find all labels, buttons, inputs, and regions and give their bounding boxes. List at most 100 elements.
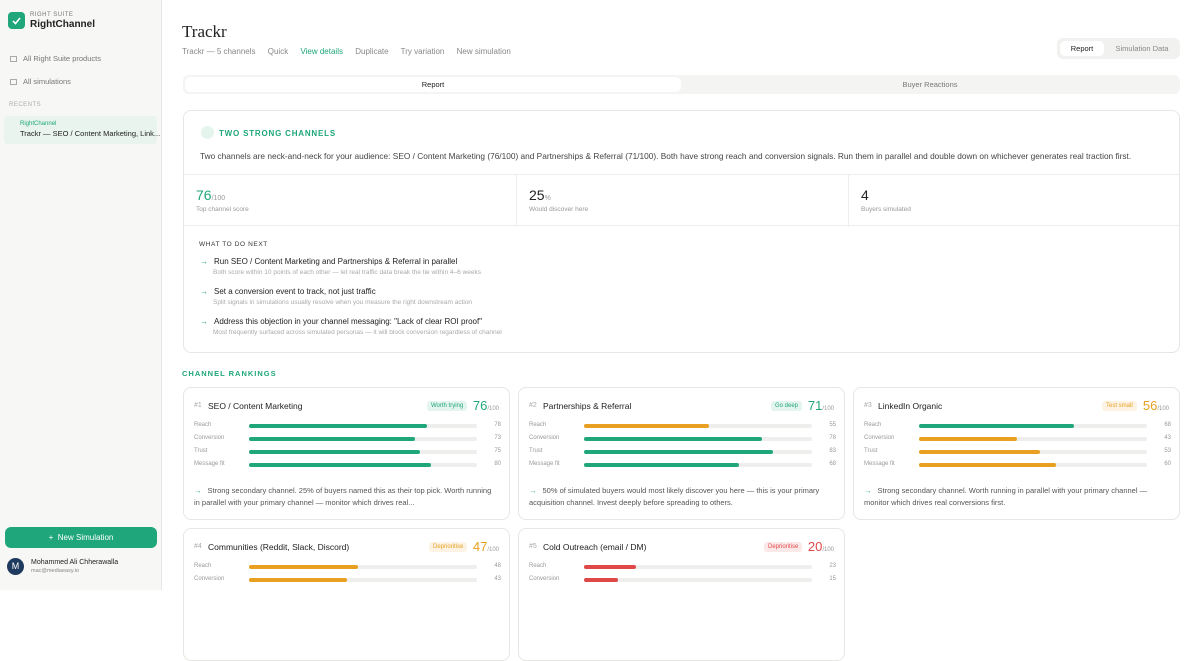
nav-label: All simulations [23,77,71,86]
tab[interactable]: Simulation Data [1115,44,1169,53]
rank: #4 [194,543,202,550]
stat-suffix: % [544,195,551,202]
channel-name: Communities (Reddit, Slack, Discord) [208,542,350,552]
recents-label: RECENTS [9,102,42,108]
score: 76/100 [473,398,499,413]
sidebar: RIGHT SUITE RightChannel All Right Suite… [0,0,162,590]
metric-track [249,565,477,569]
metric-label: Conversion [529,435,560,441]
next-item: → Run SEO / Content Marketing and Partner… [200,257,481,276]
meta: Trackr — 5 channels Quick View details D… [182,47,521,56]
spark-icon [201,126,214,139]
metric-bar [584,450,774,454]
user-name: Mohammed Ali Chherawalla [31,559,119,566]
metric-row: Reach 23 [529,562,836,572]
action[interactable]: Try variation [400,47,445,56]
metric-row: Message fit 80 [194,460,501,470]
metric-label: Reach [194,422,212,428]
segment[interactable]: Report [185,77,681,92]
recent-item[interactable]: RightChannel Trackr — SEO / Content Mark… [4,116,161,144]
check-icon [12,17,21,25]
note-text: Strong secondary channel. 25% of buyers … [194,486,492,507]
metric-track [584,437,812,441]
note-text: 50% of simulated buyers would most likel… [529,486,820,507]
channel-name: SEO / Content Marketing [208,401,303,411]
metric-value: 78 [829,435,836,441]
stat-label: Buyers simulated [861,206,911,213]
score: 71/100 [808,398,834,413]
metric-row: Conversion 73 [194,434,501,444]
score-suffix: /100 [487,406,499,412]
metric-label: Reach [529,563,547,569]
stat: 25% Would discover here [516,175,848,227]
metric-value: 75 [494,448,501,454]
next-title: → Address this objection in your channel … [200,317,502,326]
metric-value: 60 [1164,461,1171,467]
score-value: 76 [472,398,488,413]
metric-value: 78 [494,422,501,428]
metric-bar [249,565,359,569]
stat-number: 76 [196,187,212,203]
metric-bar [249,424,427,428]
rank: #2 [529,402,537,409]
badge: Deprioritise [429,542,468,552]
score-suffix: /100 [822,547,834,553]
score-suffix: /100 [822,406,834,412]
channel-card: #2 Partnerships & Referral 71/100 Go deep Re… [518,387,845,520]
metric-track [249,463,477,467]
metric-row: Reach 68 [864,421,1171,431]
mode: Quick [267,47,289,56]
recent-title: Trackr — SEO / Content Marketing, Link..… [20,129,161,138]
new-simulation-button[interactable]: + New Simulation [5,527,157,548]
metric-bar [584,424,710,428]
stat: 4 Buyers simulated [848,175,1180,227]
tab[interactable]: Report [1060,41,1104,56]
score-suffix: /100 [487,547,499,553]
metric-value: 53 [1164,448,1171,454]
stats: 76/100 Top channel score 25% Would discover… [184,174,1180,227]
metric-track [584,424,812,428]
metric-label: Conversion [864,435,895,441]
logo [8,12,25,29]
metric-row: Conversion 78 [529,434,836,444]
channel-name: Cold Outreach (email / DM) [543,542,647,552]
badge: Go deep [771,401,803,411]
action[interactable]: View details [300,47,343,56]
next-detail: Both score within 10 points of each othe… [213,269,481,276]
metric-value: 68 [1164,422,1171,428]
metric-value: 23 [829,563,836,569]
note-text: Strong secondary channel. Worth running … [864,486,1148,507]
view-tabs: Report Simulation Data [1057,38,1180,59]
arrow-icon: → [200,317,208,326]
segment[interactable]: Buyer Reactions [902,80,958,89]
score-value: 20 [807,539,823,554]
action[interactable]: New simulation [456,47,511,56]
score-value: 56 [1142,398,1158,413]
channel-note: → Strong secondary channel. 25% of buyers… [194,485,499,509]
score-value: 47 [472,539,488,554]
metric-row: Conversion 43 [864,434,1171,444]
metric-bar [584,463,740,467]
channel-card: #5 Cold Outreach (email / DM) 20/100 Deprio… [518,528,845,661]
summary-card: TWO STRONG CHANNELS Two channels are nec… [183,110,1180,353]
metric-row: Reach 78 [194,421,501,431]
arrow-icon: → [864,486,872,495]
action[interactable]: Duplicate [355,47,389,56]
score: 20/100 [808,539,834,554]
score: 47/100 [473,539,499,554]
metric-track [919,450,1147,454]
rank: #5 [529,543,537,550]
nav-item[interactable]: All simulations [10,77,71,86]
metric-label: Reach [864,422,882,428]
arrow-icon: → [200,257,208,266]
metric-bar [919,450,1040,454]
metric-bar [584,565,637,569]
stat-number: 25 [529,187,545,203]
page-title: Trackr [182,22,227,41]
metric-value: 15 [829,576,836,582]
nav-item[interactable]: All Right Suite products [10,54,101,63]
app-name: RightChannel [30,19,95,30]
metric-track [584,450,812,454]
stat: 76/100 Top channel score [184,175,516,227]
metric-track [249,578,477,582]
